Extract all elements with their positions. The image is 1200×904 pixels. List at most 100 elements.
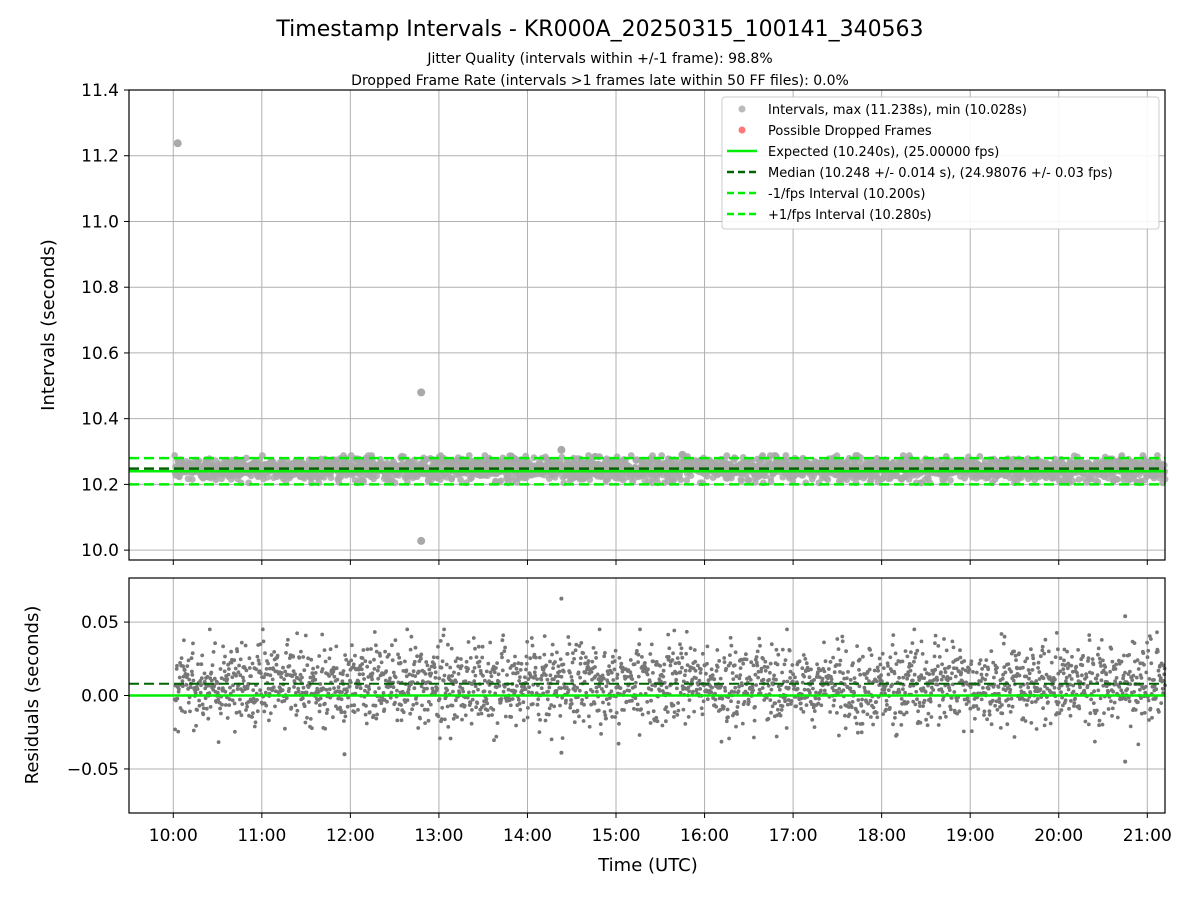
residual-point [970,729,974,733]
residual-point [302,686,306,690]
interval-point [746,477,753,484]
residual-point [535,677,539,681]
residual-point [849,678,853,682]
residual-point [483,689,487,693]
residual-point [1044,717,1048,721]
residual-point [485,702,489,706]
residual-point [706,645,710,649]
residual-point [1010,697,1014,701]
residual-point [469,656,473,660]
residual-point [558,714,562,718]
residual-point [206,717,210,721]
residual-point [208,628,212,632]
residual-point [944,670,948,674]
residual-point [901,676,905,680]
residual-point [955,699,959,703]
residual-point [698,679,702,683]
residual-point [916,709,920,713]
residual-point [905,677,909,681]
residual-point [687,689,691,693]
residual-point [1007,662,1011,666]
residual-point [656,719,660,723]
residual-point [376,669,380,673]
residual-point [597,684,601,688]
residual-point [410,707,414,711]
residual-point [813,725,817,729]
residual-point [919,721,923,725]
residual-point [183,710,187,714]
residual-point [369,647,373,651]
residual-point [229,650,233,654]
residual-point [515,667,519,671]
residual-point [527,685,531,689]
residual-point [391,658,395,662]
residual-point [584,655,588,659]
residual-point [178,676,182,680]
residual-point [481,645,485,649]
residual-point [254,667,258,671]
residual-point [997,685,1001,689]
residual-point [617,742,621,746]
residual-point [464,679,468,683]
residual-point [294,704,298,708]
residual-point [514,724,518,728]
residual-point [573,720,577,724]
residual-point [846,670,850,674]
residual-point [230,675,234,679]
interval-point [947,477,954,484]
residual-point [744,652,748,656]
residual-point [475,655,479,659]
residual-point [256,709,260,713]
residual-point [370,678,374,682]
residual-point [952,646,956,650]
residual-point [901,660,905,664]
residual-point [1012,650,1016,654]
residual-point [991,699,995,703]
residual-point [1035,727,1039,731]
y-tick-label: 10.6 [81,344,119,364]
residual-point [368,660,372,664]
residual-point [603,713,607,717]
residual-point [672,704,676,708]
residual-point [320,633,324,637]
residual-point [639,707,643,711]
residual-point [490,713,494,717]
residual-point [957,709,961,713]
y-tick-label: 11.2 [81,147,119,167]
residual-point [424,672,428,676]
residual-point [445,663,449,667]
residual-point [361,656,365,660]
residual-point [374,643,378,647]
residual-point [467,691,471,695]
residual-point [188,710,192,714]
residual-point [449,737,453,741]
residual-point [780,671,784,675]
residual-point [747,700,751,704]
residual-point [486,708,490,712]
residual-point [912,660,916,664]
residual-point [865,676,869,680]
residual-point [470,722,474,726]
residual-point [856,710,860,714]
residual-point [436,656,440,660]
residual-point [503,646,507,650]
residual-point [922,686,926,690]
residual-point [736,705,740,709]
residual-point [837,647,841,651]
residual-point [377,665,381,669]
residual-point [753,719,757,723]
residual-point [1029,647,1033,651]
residual-point [1037,661,1041,665]
residual-point [471,698,475,702]
residual-point [211,663,215,667]
residual-point [303,704,307,708]
residual-point [190,673,194,677]
residual-point [745,658,749,662]
residual-point [774,678,778,682]
residual-point [272,685,276,689]
residual-point [835,637,839,641]
residual-point [828,710,832,714]
residual-point [438,736,442,740]
residual-point [734,650,738,654]
residual-point [318,703,322,707]
